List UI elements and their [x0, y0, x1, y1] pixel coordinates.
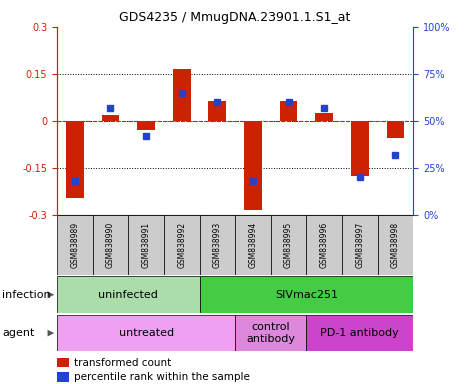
Text: GSM838998: GSM838998 — [391, 222, 400, 268]
Bar — [57, 215, 93, 275]
Bar — [128, 215, 164, 275]
Bar — [315, 113, 333, 121]
Bar — [137, 121, 155, 130]
Text: transformed count: transformed count — [74, 358, 171, 368]
Text: agent: agent — [2, 328, 35, 338]
Bar — [351, 121, 369, 176]
Title: GDS4235 / MmugDNA.23901.1.S1_at: GDS4235 / MmugDNA.23901.1.S1_at — [119, 11, 351, 24]
Bar — [306, 315, 413, 351]
Text: SIVmac251: SIVmac251 — [275, 290, 338, 300]
Bar — [271, 215, 306, 275]
Bar — [173, 69, 190, 121]
Bar — [200, 215, 235, 275]
Bar — [164, 215, 200, 275]
Text: GSM838997: GSM838997 — [355, 222, 364, 268]
Text: control
antibody: control antibody — [246, 322, 295, 344]
Bar — [244, 121, 262, 210]
Text: GSM838995: GSM838995 — [284, 222, 293, 268]
Text: GSM838992: GSM838992 — [177, 222, 186, 268]
Bar — [306, 215, 342, 275]
Bar — [66, 121, 84, 198]
Bar — [235, 315, 306, 351]
Text: untreated: untreated — [118, 328, 174, 338]
Bar — [387, 121, 404, 138]
Text: uninfected: uninfected — [98, 290, 158, 300]
Text: GSM838996: GSM838996 — [320, 222, 329, 268]
Text: infection: infection — [2, 290, 51, 300]
Bar — [235, 215, 271, 275]
Text: percentile rank within the sample: percentile rank within the sample — [74, 372, 249, 382]
Bar — [378, 215, 413, 275]
Text: GSM838990: GSM838990 — [106, 222, 115, 268]
Text: PD-1 antibody: PD-1 antibody — [321, 328, 399, 338]
Text: GSM838991: GSM838991 — [142, 222, 151, 268]
Bar — [102, 115, 119, 121]
Bar — [200, 276, 413, 313]
Bar — [57, 315, 235, 351]
Bar — [57, 276, 200, 313]
Text: GSM838993: GSM838993 — [213, 222, 222, 268]
Bar — [280, 101, 297, 121]
Bar — [93, 215, 128, 275]
Bar — [209, 101, 226, 121]
Text: GSM838989: GSM838989 — [70, 222, 79, 268]
Bar — [342, 215, 378, 275]
Text: GSM838994: GSM838994 — [248, 222, 257, 268]
